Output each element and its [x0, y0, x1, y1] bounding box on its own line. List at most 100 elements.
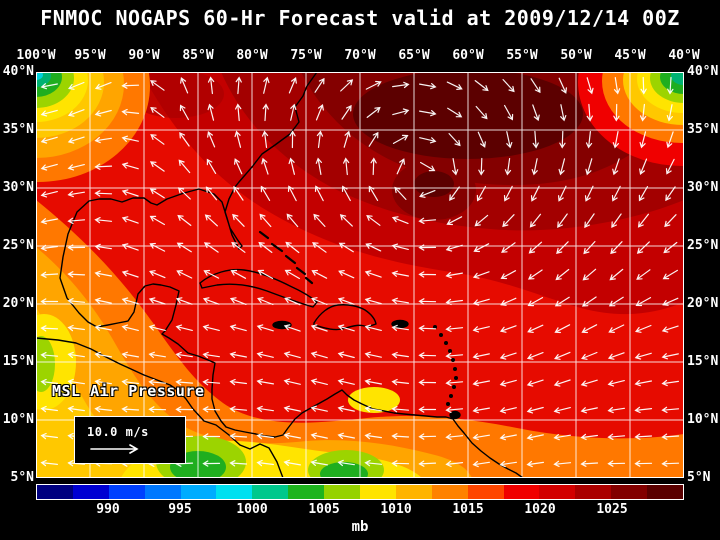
wind-arrow	[149, 188, 165, 199]
wind-arrow	[256, 459, 274, 467]
wind-arrow	[418, 352, 437, 359]
wind-arrow	[256, 324, 274, 332]
wind-arrow	[636, 241, 650, 254]
wind-arrow	[368, 131, 379, 147]
wind-arrow	[610, 241, 623, 255]
wind-arrow	[500, 297, 517, 306]
colorbar-segment	[467, 485, 504, 499]
wind-arrow	[612, 131, 619, 149]
wind-arrow	[527, 269, 543, 280]
wind-arrow	[392, 108, 410, 116]
wind-arrow	[502, 214, 515, 228]
wind-arrow	[558, 77, 567, 94]
wind-arrow	[580, 379, 598, 387]
wind-arrow	[175, 379, 194, 386]
wind-arrow	[175, 324, 193, 331]
wind-arrow	[446, 81, 463, 90]
wind-arrow	[364, 460, 383, 467]
wind-arrow	[607, 380, 625, 387]
wind-arrow	[150, 134, 165, 145]
wind-arrow	[364, 324, 382, 331]
wind-arrow	[202, 433, 221, 440]
wind-arrow	[206, 158, 217, 174]
wind-arrow	[40, 244, 58, 252]
lat-tick-label: 15°N	[687, 354, 719, 369]
wind-arrow	[584, 185, 594, 202]
wind-arrow	[473, 243, 490, 253]
wind-arrow	[527, 297, 544, 307]
wind-arrow	[148, 324, 166, 331]
colorbar-segment	[72, 485, 109, 499]
wind-arrow	[553, 407, 571, 414]
wind-arrow	[40, 109, 58, 117]
wind-arrow	[580, 460, 599, 467]
wind-arrow	[639, 158, 648, 175]
wind-arrow	[121, 162, 139, 170]
wind-arrow	[445, 433, 464, 440]
wind-arrow	[94, 217, 113, 224]
colorbar-segment	[252, 485, 289, 499]
lon-tick-label: 85°W	[182, 48, 214, 63]
wind-arrow	[370, 157, 377, 176]
wind-arrow	[555, 268, 570, 281]
wind-arrow	[148, 351, 166, 358]
wind-arrow	[554, 296, 570, 307]
wind-arrow	[207, 103, 215, 121]
wind-arrow	[366, 215, 381, 226]
lon-tick-label: 70°W	[344, 48, 376, 63]
wind-arrow	[121, 324, 139, 331]
lat-tick-label: 20°N	[687, 296, 719, 311]
lesser-antilles-islands	[433, 325, 458, 406]
wind-arrow	[149, 242, 166, 252]
wind-arrow	[315, 104, 324, 121]
wind-arrow	[366, 106, 381, 118]
wind-arrow	[256, 351, 274, 358]
lon-tick-label: 95°W	[74, 48, 106, 63]
wind-arrow	[667, 76, 674, 95]
wind-arrow	[40, 459, 58, 467]
wind-arrow	[583, 241, 596, 255]
wind-arrow	[558, 158, 566, 176]
wind-arrow	[529, 213, 542, 228]
wind-arrow	[661, 433, 680, 440]
wind-arrow	[256, 432, 274, 440]
wind-arrow	[419, 137, 437, 144]
wind-arrow	[554, 351, 571, 360]
lat-tick-label: 20°N	[2, 296, 34, 311]
lat-tick-label: 25°N	[2, 238, 34, 253]
colorbar-tick-label: 1020	[524, 502, 556, 517]
wind-arrow	[94, 297, 112, 304]
wind-arrow	[472, 326, 490, 333]
wind-arrow	[94, 243, 112, 251]
lon-tick-label: 40°W	[668, 48, 700, 63]
wind-arrow	[121, 135, 139, 142]
wind-arrow	[67, 191, 85, 198]
wind-arrow	[148, 379, 167, 386]
wind-arrow	[67, 324, 85, 332]
wind-vectors	[40, 76, 680, 468]
wind-arrow	[499, 352, 517, 360]
wind-arrow	[391, 351, 409, 359]
wind-arrow	[310, 432, 328, 439]
lon-tick-label: 90°W	[128, 48, 160, 63]
wind-arrow	[532, 130, 539, 149]
wind-arrow	[40, 405, 58, 413]
wind-arrow	[526, 352, 544, 360]
wind-arrow	[396, 158, 405, 175]
wind-arrow	[40, 298, 59, 305]
wind-arrow	[661, 379, 679, 387]
wind-arrow	[586, 103, 593, 122]
wind-arrow	[40, 271, 59, 278]
wind-arrow	[94, 378, 112, 386]
wind-arrow	[528, 241, 543, 254]
wind-arrow	[448, 133, 461, 147]
wind-arrow	[68, 81, 85, 90]
wind-arrow	[661, 460, 680, 467]
wind-arrow	[662, 297, 679, 306]
wind-arrow	[229, 433, 248, 440]
wind-arrow	[283, 405, 301, 412]
page-title: FNMOC NOGAPS 60-Hr Forecast valid at 200…	[40, 6, 680, 30]
wind-arrow	[337, 351, 355, 359]
wind-arrow	[311, 297, 328, 306]
colorbar-unit: mb	[351, 519, 369, 535]
